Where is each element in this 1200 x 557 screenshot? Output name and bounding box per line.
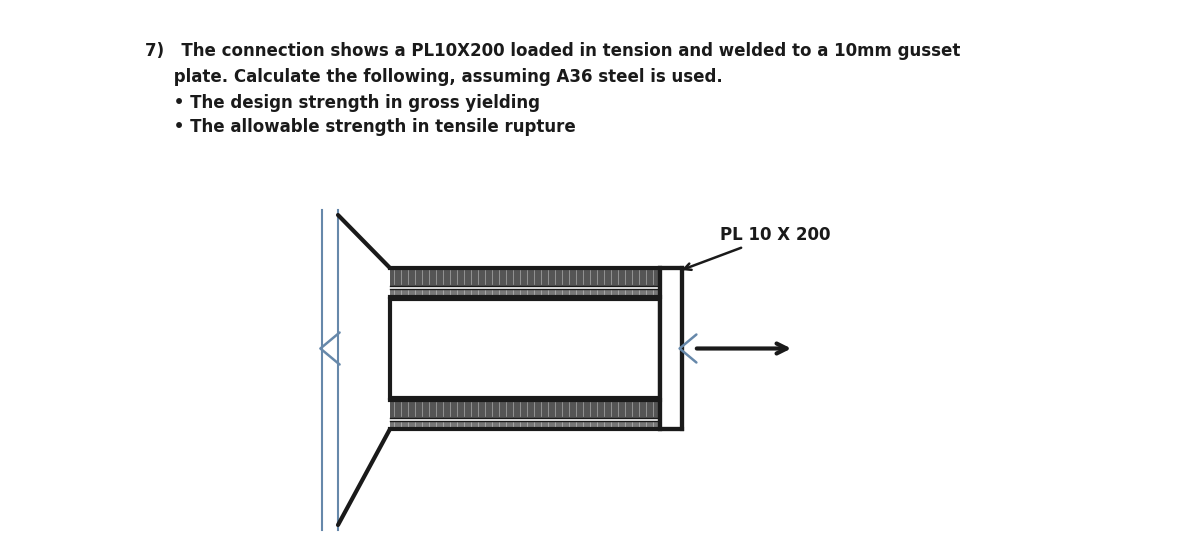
Text: • The allowable strength in tensile rupture: • The allowable strength in tensile rupt… [145,118,576,136]
Text: • The design strength in gross yielding: • The design strength in gross yielding [145,94,540,112]
Text: 350mm: 350mm [491,297,559,316]
Bar [660,268,682,429]
Text: plate. Calculate the following, assuming A36 steel is used.: plate. Calculate the following, assuming… [145,68,722,86]
Bar [390,400,660,418]
Bar [390,299,660,398]
Bar [390,421,660,429]
Bar [390,289,660,297]
Bar [390,268,660,286]
Text: PL 10 X 200: PL 10 X 200 [684,226,830,270]
Text: 7)   The connection shows a PL10X200 loaded in tension and welded to a 10mm guss: 7) The connection shows a PL10X200 loade… [145,42,960,60]
